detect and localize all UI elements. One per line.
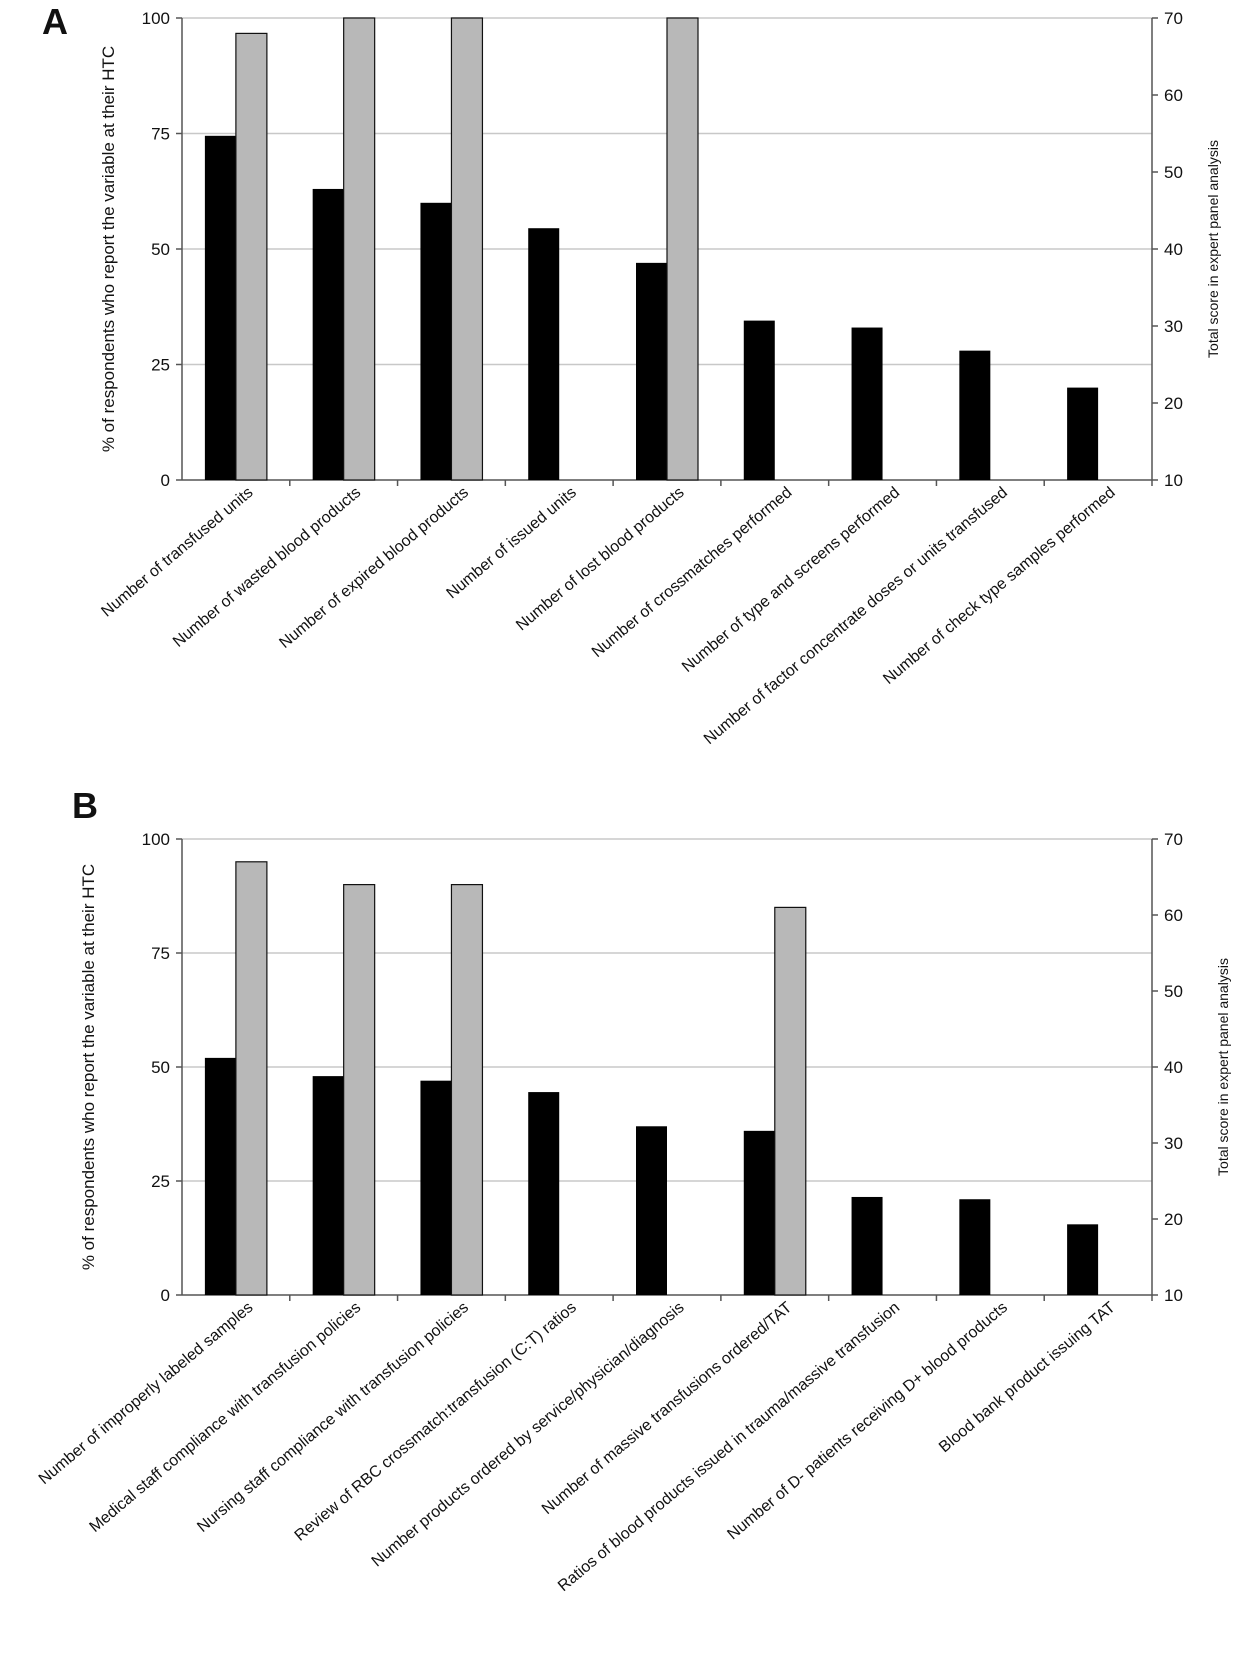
y2-axis-title: Total score in expert panel analysis: [1215, 958, 1231, 1176]
bar-expert-score: [235, 32, 268, 481]
chart-panel-b: B 0 25 50 75 100 10 20 30 40 50 60 70 Number of impro…: [36, 785, 1231, 1595]
bar-percent-respondents: [636, 1126, 667, 1295]
y2-tick-label: 20: [1164, 394, 1183, 413]
y-tick-label: 50: [151, 240, 170, 259]
y2-tick-label: 50: [1164, 982, 1183, 1001]
x-category-label: Number of wasted blood products: [170, 484, 364, 651]
y-tick-label: 50: [151, 1058, 170, 1077]
bar-percent-respondents: [743, 320, 775, 480]
x-category-label: Number of crossmatches performed: [589, 484, 795, 661]
y2-tick-label: 60: [1164, 906, 1183, 925]
bar-percent-respondents: [743, 1130, 775, 1295]
bar-percent-respondents: [528, 1092, 560, 1295]
bar-percent-respondents: [312, 1076, 344, 1295]
y-tick-label: 100: [142, 9, 170, 28]
y-tick-label: 25: [151, 1172, 170, 1191]
bar-percent-respondents: [204, 1057, 236, 1295]
bar-percent-respondents: [1067, 1224, 1099, 1295]
x-category-label: Number of improperly labeled samples: [36, 1299, 257, 1488]
bar-percent-respondents: [851, 327, 883, 480]
bar-expert-score: [235, 861, 268, 1296]
bar-percent-respondents: [636, 262, 667, 480]
y2-tick-label: 40: [1164, 240, 1183, 259]
y-tick-label: 75: [151, 944, 170, 963]
y2-tick-label: 30: [1164, 1134, 1183, 1153]
bar-percent-respondents: [420, 1080, 452, 1295]
bar-percent-respondents: [1067, 387, 1099, 480]
bar-percent-respondents: [851, 1196, 883, 1295]
y-tick-label: 0: [161, 471, 170, 490]
y-axis-title: % of respondents who report the variable…: [79, 864, 98, 1270]
y2-tick-label: 10: [1164, 471, 1183, 490]
bar-percent-respondents: [312, 188, 344, 480]
x-category-label: Number of expired blood products: [276, 484, 472, 652]
y2-tick-label: 60: [1164, 86, 1183, 105]
bar-expert-score: [774, 906, 807, 1296]
bar-expert-score: [450, 883, 484, 1296]
y-axis-title: % of respondents who report the variable…: [99, 46, 118, 452]
bar-expert-score: [450, 17, 484, 481]
y2-tick-label: 40: [1164, 1058, 1183, 1077]
x-category-label: Blood bank product issuing TAT: [936, 1299, 1119, 1456]
bar-expert-score: [343, 17, 376, 481]
y2-tick-label: 70: [1164, 9, 1183, 28]
x-category-label: Number of lost blood products: [513, 484, 687, 634]
bar-percent-respondents: [959, 1199, 991, 1295]
y2-tick-label: 20: [1164, 1210, 1183, 1229]
y2-axis-title: Total score in expert panel analysis: [1205, 140, 1221, 358]
bar-expert-score: [343, 883, 376, 1296]
bar-percent-respondents: [959, 350, 991, 480]
y2-tick-label: 70: [1164, 830, 1183, 849]
x-category-label: Number of check type samples performed: [880, 484, 1118, 688]
y-tick-label: 0: [161, 1286, 170, 1305]
y-tick-label: 75: [151, 125, 170, 144]
panel-label: A: [42, 1, 68, 42]
panel-label: B: [72, 785, 98, 826]
bar-percent-respondents: [420, 202, 452, 481]
bar-expert-score: [666, 17, 699, 481]
x-category-label: Number of massive transfusions ordered/T…: [539, 1299, 796, 1518]
y2-tick-label: 30: [1164, 317, 1183, 336]
bar-percent-respondents: [528, 228, 560, 480]
x-category-label: Number of type and screens performed: [679, 484, 903, 676]
y-tick-label: 100: [142, 830, 170, 849]
bar-percent-respondents: [204, 135, 236, 480]
y-tick-label: 25: [151, 356, 170, 375]
y2-tick-label: 50: [1164, 163, 1183, 182]
y2-tick-label: 10: [1164, 1286, 1183, 1305]
